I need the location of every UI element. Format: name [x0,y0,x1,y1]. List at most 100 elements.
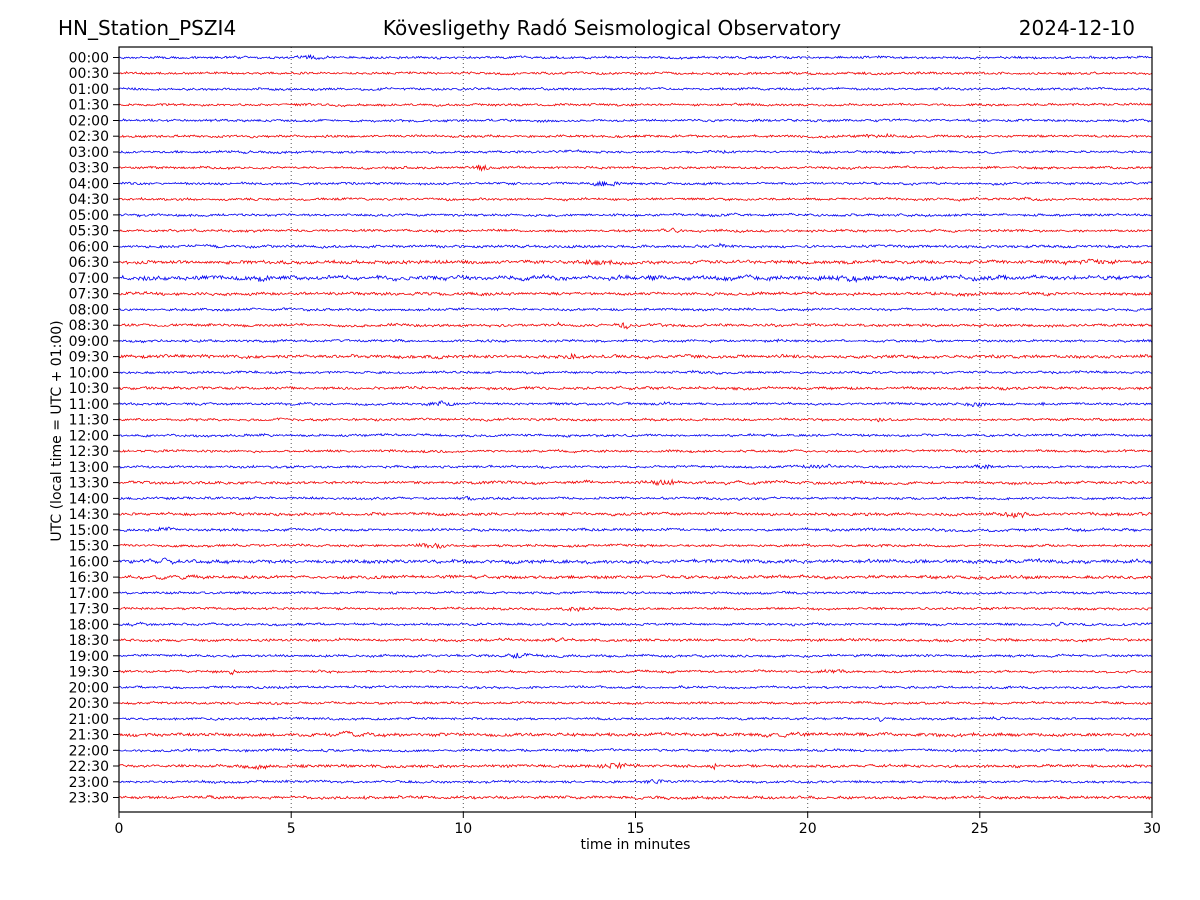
trace-21:30 [118,730,1153,738]
trace-01:00 [118,86,1153,92]
trace-05:30 [118,227,1153,234]
y-tick-label: 10:00 [69,365,109,381]
y-tick-label: 00:30 [69,66,109,82]
y-tick-label: 03:00 [69,145,109,161]
trace-08:00 [119,307,1153,312]
y-tick-label: 06:00 [69,239,109,255]
y-tick-label: 08:00 [69,302,109,318]
y-tick-label: 06:30 [69,255,109,271]
y-tick-label: 13:00 [69,460,109,476]
trace-12:00 [118,432,1153,438]
y-tick-label: 17:00 [69,586,109,602]
y-tick-label: 12:00 [69,428,109,444]
y-tick-label: 23:00 [69,775,109,791]
trace-19:30 [118,668,1153,676]
trace-09:30 [118,352,1153,360]
trace-07:00 [118,274,1153,284]
trace-09:00 [118,338,1153,344]
trace-01:30 [118,102,1153,108]
y-tick-label: 07:00 [69,271,109,287]
y-tick-label: 01:30 [69,98,109,114]
trace-14:30 [118,511,1153,519]
trace-02:00 [118,118,1153,123]
trace-18:00 [118,621,1153,627]
y-tick-label: 09:00 [69,334,109,350]
y-tick-label: 17:30 [69,602,109,618]
trace-17:30 [118,606,1153,613]
y-tick-label: 22:30 [69,759,109,775]
y-tick-label: 08:30 [69,318,109,334]
trace-13:30 [118,478,1153,487]
y-tick-label: 00:00 [69,51,109,67]
trace-15:30 [118,542,1153,550]
y-tick-label: 19:00 [69,649,109,665]
trace-11:00 [118,400,1153,408]
y-tick-label: 14:00 [69,491,109,507]
y-tick-label: 11:00 [69,397,109,413]
y-tick-label: 19:30 [69,665,109,681]
trace-06:00 [119,242,1153,249]
y-tick-label: 07:30 [69,287,109,303]
trace-06:30 [118,258,1153,266]
y-tick-label: 01:00 [69,82,109,98]
trace-14:00 [118,495,1153,501]
x-tick-label: 5 [287,821,296,837]
trace-19:00 [118,652,1153,660]
y-tick-label: 15:30 [69,539,109,555]
y-tick-label: 12:30 [69,444,109,460]
trace-23:00 [119,779,1153,785]
trace-15:00 [118,526,1153,533]
y-tick-label: 18:30 [69,633,109,649]
trace-11:30 [118,417,1153,423]
trace-02:30 [118,132,1153,139]
y-tick-label: 16:30 [69,570,109,586]
x-tick-label: 30 [1143,821,1161,837]
trace-04:30 [118,196,1153,202]
trace-22:00 [118,747,1153,753]
y-tick-label: 20:00 [69,680,109,696]
trace-17:00 [118,590,1153,596]
y-tick-label: 09:30 [69,350,109,366]
y-tick-label: 05:00 [69,208,109,224]
y-tick-label: 03:30 [69,161,109,177]
trace-23:30 [118,794,1153,801]
trace-03:30 [118,163,1153,173]
trace-16:30 [118,574,1153,581]
y-tick-label: 02:00 [69,114,109,130]
y-tick-label: 21:30 [69,728,109,744]
trace-12:30 [118,448,1153,454]
y-tick-label: 04:00 [69,177,109,193]
y-tick-label: 18:00 [69,617,109,633]
trace-21:00 [118,715,1153,722]
y-tick-label: 21:00 [69,712,109,728]
trace-20:30 [118,700,1153,706]
trace-22:30 [118,761,1153,771]
plot-border [118,46,1153,813]
y-tick-label: 04:30 [69,192,109,208]
x-tick-label: 20 [799,821,817,837]
x-axis-label: time in minutes [580,837,691,853]
trace-00:00 [118,53,1153,61]
trace-10:30 [118,385,1153,391]
trace-10:00 [118,369,1153,376]
y-tick-label: 20:30 [69,696,109,712]
trace-05:00 [118,212,1153,218]
trace-18:30 [118,637,1153,643]
y-tick-label: 16:00 [69,554,109,570]
trace-13:00 [118,463,1153,470]
trace-00:30 [118,70,1153,76]
x-tick-label: 10 [454,821,472,837]
trace-08:30 [118,321,1153,330]
y-tick-label: 14:30 [69,507,109,523]
y-tick-label: 02:30 [69,129,109,145]
trace-04:00 [118,180,1153,187]
station-title: HN_Station_PSZI4 [58,16,237,40]
y-tick-label: 10:30 [69,381,109,397]
x-tick-label: 15 [627,821,645,837]
observatory-title: Kövesligethy Radó Seismological Observat… [382,16,842,40]
y-tick-label: 23:30 [69,791,109,807]
trace-20:00 [118,684,1153,690]
y-tick-label: 15:00 [69,523,109,539]
